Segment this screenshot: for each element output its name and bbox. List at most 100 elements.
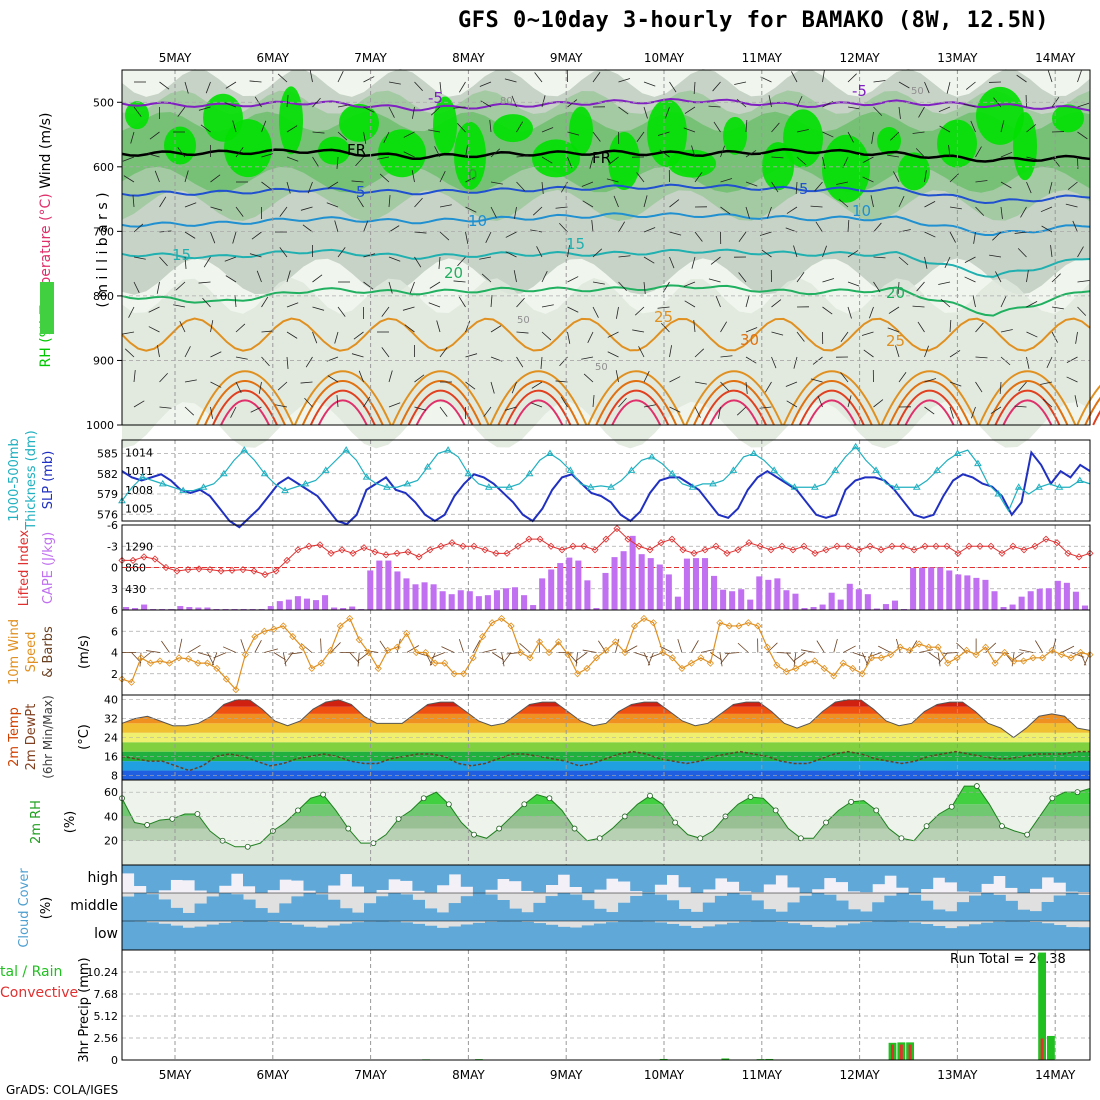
thickness-label-b: Thickness (dm)	[24, 430, 39, 530]
wind-barb	[669, 345, 672, 358]
wind-barb	[312, 156, 320, 168]
wind-barb	[708, 278, 721, 283]
wind-speed-marker	[1020, 657, 1028, 665]
cloud-row-label: middle	[70, 898, 118, 914]
wind-barb	[949, 320, 952, 333]
wind-barb	[516, 331, 529, 334]
wind-barb	[567, 276, 579, 283]
wind-barb	[1026, 181, 1032, 194]
wind-barb	[985, 642, 997, 653]
wind-barb	[1066, 376, 1078, 383]
wind-barb	[337, 306, 346, 317]
wind-barb	[693, 320, 696, 333]
wind-barb	[791, 71, 798, 83]
slp-tick-label: 1014	[125, 446, 153, 459]
cape-bar	[530, 605, 537, 610]
cloud-bar	[364, 903, 377, 921]
wind-barb	[381, 306, 390, 317]
wind-barb	[337, 131, 348, 141]
thickness-marker	[362, 473, 371, 480]
wind-barb	[963, 103, 976, 108]
cape-bar	[421, 582, 428, 610]
cloud-bar	[606, 912, 619, 921]
cape-bar	[602, 572, 609, 610]
wind-barb	[264, 648, 278, 653]
cloud-bar	[497, 900, 510, 921]
wind-barb	[582, 649, 597, 653]
contour-label: 15	[172, 246, 191, 264]
cloud-bar	[1029, 865, 1043, 889]
cape-bar	[774, 578, 781, 610]
cape-bar	[756, 576, 763, 610]
li-marker	[734, 546, 742, 554]
wind-speed-marker	[640, 614, 648, 623]
precip-axis-title: 3hr Precip (mm)	[77, 957, 92, 1062]
wind-speed-marker	[403, 629, 411, 637]
contour-label: 20	[444, 264, 463, 282]
wind-speed-marker	[203, 659, 211, 667]
wind-barb	[235, 381, 242, 393]
li-marker	[426, 546, 434, 554]
wind-barb	[607, 351, 619, 358]
wind-speed-marker	[991, 659, 999, 667]
wind-barb	[615, 370, 619, 383]
wind10m-label-a-part: 10m Wind	[7, 619, 22, 685]
cloud-bar	[351, 865, 365, 887]
wind-barb	[485, 231, 492, 243]
wind-barb	[516, 356, 524, 368]
grads-credit: GrADS: COLA/IGES	[6, 1083, 119, 1097]
wind-barb	[428, 302, 441, 308]
wind-speed-marker	[564, 651, 572, 659]
wind-barb	[414, 256, 422, 268]
wind-barb	[490, 295, 493, 308]
cape-bar	[1036, 588, 1043, 610]
wind-barb	[388, 81, 401, 85]
wind-barb	[122, 331, 135, 335]
thickness-marker	[647, 452, 656, 460]
thickness-marker	[770, 466, 779, 473]
cloud-bar	[811, 893, 825, 921]
li-marker	[679, 546, 687, 554]
cloud-bar	[606, 922, 619, 950]
wind-barb	[995, 271, 1002, 283]
rh-marker	[772, 807, 779, 814]
cloud-bar	[981, 865, 994, 884]
wind-barb	[277, 73, 288, 83]
cloud-bar	[327, 865, 341, 886]
wind-speed-marker	[668, 654, 676, 662]
cloud-bar	[848, 923, 861, 950]
cape-bar	[294, 596, 301, 610]
cape-bar	[484, 595, 491, 610]
cloud-bar	[630, 865, 643, 892]
rh-green-blob	[762, 142, 794, 191]
cloud-bar	[896, 865, 909, 888]
cape-bar	[937, 567, 944, 610]
cloud-bar	[436, 927, 450, 950]
wind-barb	[999, 381, 1002, 394]
li-marker	[921, 542, 929, 550]
wind-barb	[555, 206, 568, 209]
cloud-bar	[134, 865, 147, 887]
top-date-label: 10MAY	[644, 51, 685, 65]
cloud-bar	[775, 865, 788, 876]
wind-barb	[173, 304, 186, 308]
wind-barb	[694, 406, 701, 418]
wind-barb	[403, 151, 415, 158]
thickness-marker	[199, 483, 208, 490]
wind-barb	[560, 396, 568, 408]
temperature-arch	[790, 380, 873, 426]
cloud-bar	[158, 865, 171, 891]
cloud-bar	[291, 865, 304, 881]
wind-barb	[592, 131, 601, 142]
wind-barb	[919, 649, 933, 653]
temperature-arch	[293, 370, 392, 426]
wind10m-label-a: 10m Wind	[7, 619, 22, 685]
wind-barb	[713, 121, 721, 133]
wind-speed-marker	[697, 654, 705, 662]
wind-barb	[677, 638, 683, 653]
temperature-contour	[121, 212, 1091, 236]
wind-barb	[683, 281, 696, 287]
top-date-label: 6MAY	[256, 51, 289, 65]
cape-bar	[340, 608, 347, 610]
li-marker	[129, 556, 137, 564]
